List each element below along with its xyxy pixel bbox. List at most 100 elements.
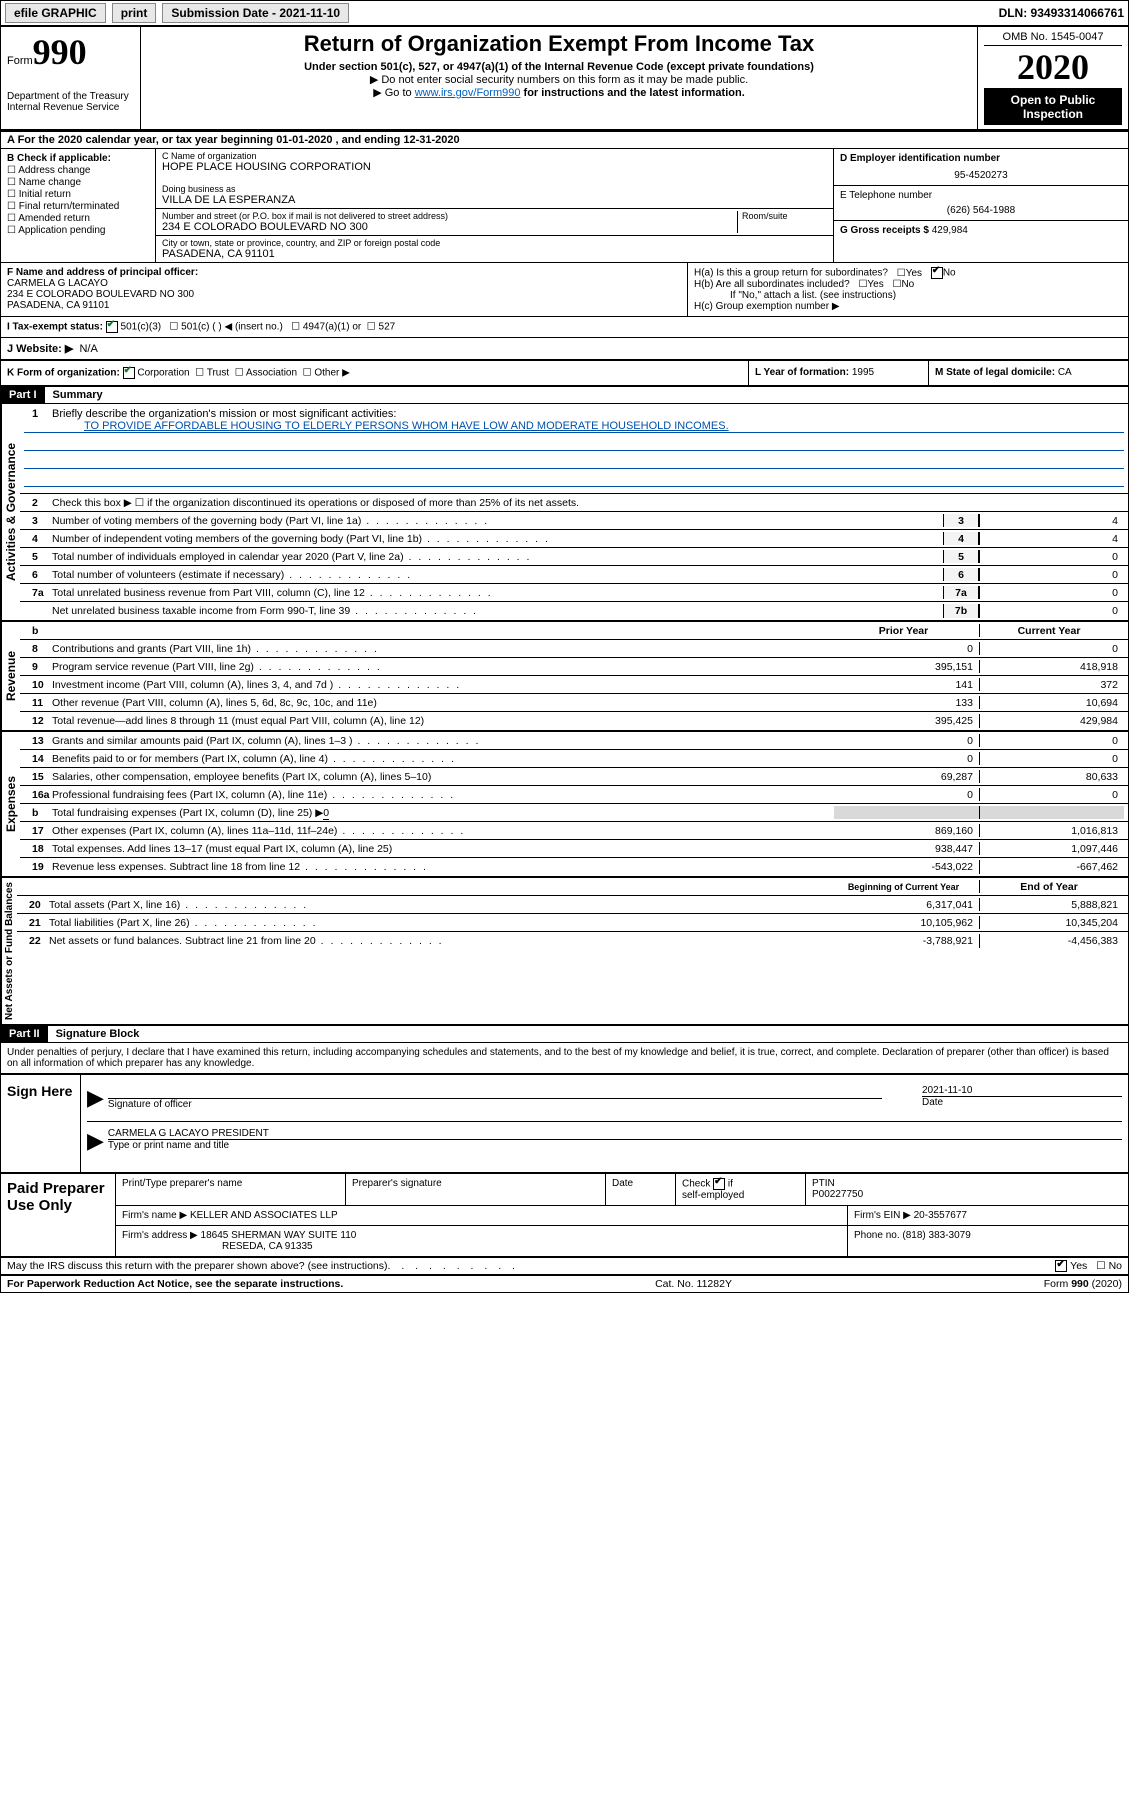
chk-self-employed[interactable] [713,1178,725,1190]
chk-name[interactable]: ☐ Name change [7,177,149,188]
ha-lbl: H(a) Is this a group return for subordin… [694,268,888,279]
l4: 4Number of independent voting members of… [20,530,1128,548]
l4-txt: Number of independent voting members of … [52,533,943,545]
check-column: B Check if applicable: ☐ Address change … [1,149,156,262]
sig-arrow-icon2: ▶ [87,1128,104,1154]
discuss-txt: May the IRS discuss this return with the… [7,1260,388,1272]
l10-txt: Investment income (Part VIII, column (A)… [52,679,834,691]
efile-button[interactable]: efile GRAPHIC [5,3,106,23]
l9-p: 395,151 [834,660,979,673]
chk-address[interactable]: ☐ Address change [7,165,149,176]
l16a: 16aProfessional fundraising fees (Part I… [20,786,1128,804]
l9: 9Program service revenue (Part VIII, lin… [20,658,1128,676]
l1-num: 1 [24,408,52,420]
l19-txt: Revenue less expenses. Subtract line 18 … [52,861,834,873]
hdr-prior: Prior Year [834,624,979,637]
l15-p: 69,287 [834,770,979,783]
k-o3: Association [246,368,297,379]
l18: 18Total expenses. Add lines 13–17 (must … [20,840,1128,858]
website-row: J Website: ▶ N/A [1,338,1128,361]
officer-cell: F Name and address of principal officer:… [1,263,688,316]
h-a-row: H(a) Is this a group return for subordin… [694,267,1122,279]
chk-discuss-yes[interactable] [1055,1260,1067,1272]
ha-yes[interactable]: ☐Yes [897,268,922,279]
section-b-to-g: B Check if applicable: ☐ Address change … [1,149,1128,263]
l10-c: 372 [979,678,1124,691]
net-hdr: Beginning of Current YearEnd of Year [17,878,1128,896]
chk-pending[interactable]: ☐ Application pending [7,225,149,236]
l16a-p: 0 [834,788,979,801]
phone-val: (626) 564-1988 [840,205,1122,216]
right-column: D Employer identification number 95-4520… [833,149,1128,262]
j-lbl: J Website: ▶ [7,343,73,355]
hdr-end: End of Year [979,880,1124,893]
chk-501c3[interactable] [106,321,118,333]
chk-initial[interactable]: ☐ Initial return [7,189,149,200]
ein-lbl2: Firm's EIN ▶ [854,1210,911,1221]
l7b-val: 0 [979,604,1124,618]
org-name-cell: C Name of organization HOPE PLACE HOUSIN… [156,149,833,209]
ein-lbl: D Employer identification number [840,153,1122,164]
l19: 19Revenue less expenses. Subtract line 1… [20,858,1128,876]
ptin-val: P00227750 [812,1189,863,1200]
line-a-text: A For the 2020 calendar year, or tax yea… [7,134,460,146]
l9-c: 418,918 [979,660,1124,673]
sign-here-block: Sign Here ▶ Signature of officer 2021-11… [1,1073,1128,1174]
tax-status-left: I Tax-exempt status: 501(c)(3) ☐ 501(c) … [1,317,1128,337]
l-lbl: L Year of formation: [755,367,849,378]
l16b-p [834,806,979,819]
sig-officer-line[interactable] [108,1085,882,1099]
part1-expenses: Expenses 13Grants and similar amounts pa… [1,732,1128,878]
part1-revenue: Revenue bPrior YearCurrent Year 8Contrib… [1,622,1128,732]
m-lbl: M State of legal domicile: [935,367,1055,378]
ptin-lbl: PTIN [812,1178,835,1189]
mission-line2 [24,435,1124,451]
l15-txt: Salaries, other compensation, employee b… [52,771,834,783]
dba-lbl: Doing business as [162,184,827,194]
l10-p: 141 [834,678,979,691]
l16a-txt: Professional fundraising fees (Part IX, … [52,789,834,801]
k-o2: Trust [207,368,229,379]
line-a: A For the 2020 calendar year, or tax yea… [1,131,1128,149]
m-cell: M State of legal domicile: CA [928,361,1128,385]
form990-link[interactable]: www.irs.gov/Form990 [415,87,521,99]
addr-cell: Number and street (or P.O. box if mail i… [156,209,833,236]
hb-no[interactable]: ☐No [893,279,915,290]
chk-corp[interactable] [123,367,135,379]
ha-no[interactable]: No [931,267,956,279]
firm-name-cell: Firm's name ▶ KELLER AND ASSOCIATES LLP [116,1206,848,1225]
l20-p: 6,317,041 [834,898,979,911]
side-netassets: Net Assets or Fund Balances [1,878,17,1024]
l15-c: 80,633 [979,770,1124,783]
rev-hdr: bPrior YearCurrent Year [20,622,1128,640]
hb-yes[interactable]: ☐Yes [858,279,883,290]
org-column: C Name of organization HOPE PLACE HOUSIN… [156,149,833,262]
part1-governance: Activities & Governance 1Briefly describ… [1,404,1128,622]
l21-p: 10,105,962 [834,916,979,929]
chk-amended[interactable]: ☐ Amended return [7,213,149,224]
firm-addr-lbl: Firm's address ▶ [122,1230,198,1241]
j-val: N/A [79,343,97,355]
prep-row3: Firm's address ▶ 18645 SHERMAN WAY SUITE… [116,1226,1128,1256]
mission-line3 [24,453,1124,469]
l8: 8Contributions and grants (Part VIII, li… [20,640,1128,658]
l14-p: 0 [834,752,979,765]
chk-final[interactable]: ☐ Final return/terminated [7,201,149,212]
city-val: PASADENA, CA 91101 [162,248,827,260]
submission-date-button[interactable]: Submission Date - 2021-11-10 [162,3,349,23]
l10: 10Investment income (Part VIII, column (… [20,676,1128,694]
l11-p: 133 [834,696,979,709]
l18-c: 1,097,446 [979,842,1124,855]
l8-c: 0 [979,642,1124,655]
officer-city: PASADENA, CA 91101 [7,300,681,311]
ein-cell: D Employer identification number 95-4520… [834,149,1128,186]
l3-val: 4 [979,514,1124,527]
ssn-note: ▶ Do not enter social security numbers o… [147,73,971,86]
l7a: 7aTotal unrelated business revenue from … [20,584,1128,602]
governance-content: 1Briefly describe the organization's mis… [20,404,1128,620]
l2-txt: Check this box ▶ ☐ if the organization d… [52,497,1124,509]
gross-cell: G Gross receipts $ 429,984 [834,221,1128,240]
print-button[interactable]: print [112,3,157,23]
l20-c: 5,888,821 [979,898,1124,911]
dln-label: DLN: 93493314066761 [999,6,1124,20]
